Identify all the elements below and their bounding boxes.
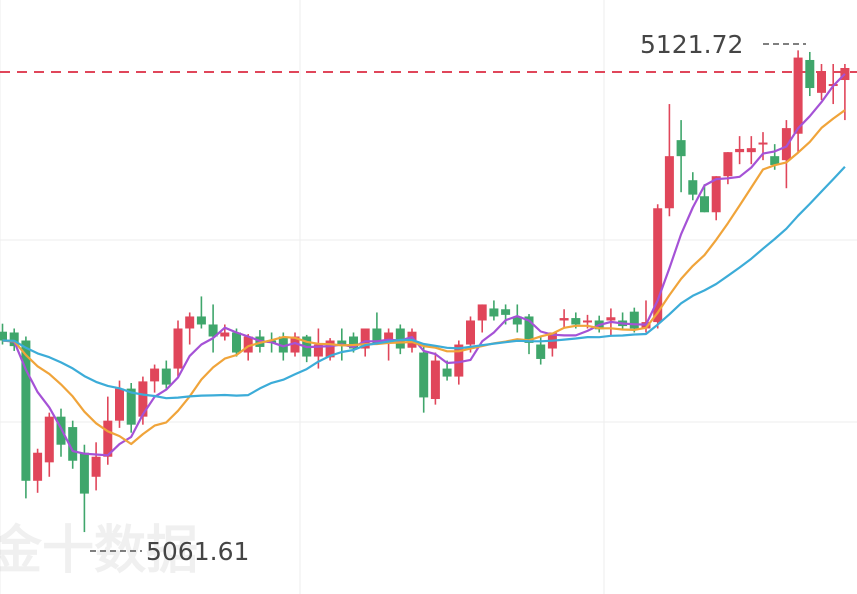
candle-body [466, 320, 475, 345]
candle-body [606, 317, 616, 321]
candle-body [68, 427, 78, 461]
candle-body [805, 59, 815, 89]
candle-body [781, 128, 791, 161]
candle-body [501, 309, 511, 315]
candle-body [232, 332, 241, 353]
candle-body [442, 368, 452, 377]
candle-body [454, 344, 464, 377]
candle-body [56, 416, 66, 445]
candle-body [138, 381, 148, 417]
candle-body [79, 452, 89, 494]
candle-body [653, 208, 663, 323]
candle-body [44, 416, 54, 463]
candle-body [793, 57, 803, 134]
candle-body [150, 368, 160, 382]
candle-body [0, 331, 7, 341]
candle-body [208, 324, 218, 337]
candle-body [185, 316, 195, 329]
candle-body [91, 456, 101, 477]
candle-body [349, 336, 358, 349]
candle-body [571, 318, 581, 325]
candle-body [115, 388, 124, 421]
annotations: 5121.72 5061.61 [90, 30, 806, 566]
candle-body [196, 316, 206, 325]
candle-body [161, 368, 171, 385]
candle-body [419, 352, 429, 398]
candle-body [173, 328, 183, 369]
candle-body [278, 336, 288, 353]
candle-body [688, 180, 698, 195]
low-price-label: 5061.61 [146, 537, 249, 566]
candle-body [337, 340, 347, 345]
candle-body [489, 308, 499, 317]
candle-body [9, 332, 19, 347]
candles [0, 50, 850, 533]
candle-body [477, 304, 487, 321]
candle-body [723, 152, 733, 177]
candle-body [758, 142, 768, 145]
high-price-label: 5121.72 [640, 30, 743, 59]
candle-body [372, 328, 382, 345]
candle-body [629, 311, 639, 329]
moving-average-lines [2, 73, 846, 457]
candle-body [21, 340, 31, 481]
candle-body [384, 332, 394, 341]
candle-body [126, 388, 136, 425]
ma-short-line [2, 73, 846, 457]
candle-body [512, 316, 522, 325]
candle-body [536, 344, 546, 359]
ma-mid-line [2, 109, 846, 446]
candle-body [664, 156, 674, 209]
candle-body [220, 332, 230, 337]
candle-body [360, 328, 370, 349]
candle-body [33, 452, 43, 481]
candle-body [290, 336, 300, 353]
candle-body [395, 328, 405, 349]
watermark: 金十数据 [0, 521, 198, 581]
candle-body [676, 140, 686, 157]
candle-body [770, 156, 780, 165]
candle-body [559, 318, 569, 321]
candle-body [243, 336, 253, 353]
candle-body [524, 316, 534, 343]
candle-body [735, 148, 745, 153]
candle-body [325, 340, 335, 358]
candle-body [711, 176, 721, 213]
candle-body [313, 344, 323, 357]
candle-body [817, 72, 826, 93]
candle-body [746, 148, 756, 153]
candle-body [103, 420, 113, 457]
candle-body [583, 320, 592, 323]
ma-long-line [2, 165, 846, 400]
candle-body [700, 196, 709, 213]
candle-body [430, 360, 440, 400]
